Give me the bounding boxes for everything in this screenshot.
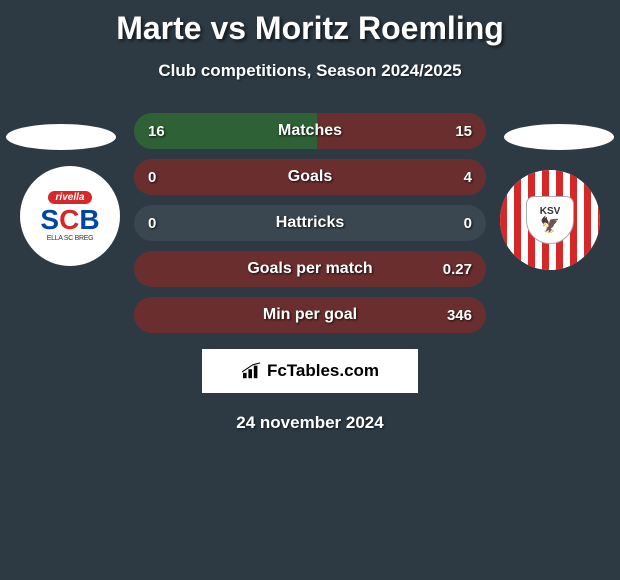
club-logo-left: rivella SCB ELLA SC BREG [20,166,120,266]
halo-left [6,124,116,150]
stat-value-right: 346 [447,307,472,324]
stat-label: Goals [288,168,332,186]
logo-left-main: SCB [40,206,99,234]
brand-box[interactable]: FcTables.com [202,349,418,393]
halo-right [504,124,614,150]
stat-label: Hattricks [276,214,344,232]
eagle-icon: 🦅 [540,218,560,234]
stat-label: Matches [278,122,342,140]
stat-row: 0 Goals 4 [134,159,486,195]
page-title: Marte vs Moritz Roemling [0,0,620,47]
logo-right-initials: KSV [540,207,561,217]
stat-value-left: 0 [148,169,156,186]
logo-left-topbadge: rivella [48,191,93,204]
date-text: 24 november 2024 [0,413,620,433]
stat-value-right: 0.27 [443,261,472,278]
stat-value-right: 15 [455,123,472,140]
stat-row: Min per goal 346 [134,297,486,333]
stat-value-left: 0 [148,215,156,232]
stat-value-left: 16 [148,123,165,140]
stat-value-right: 4 [464,169,472,186]
logo-right-shield: KSV 🦅 [526,196,574,244]
brand-text: FcTables.com [267,361,379,381]
stat-label: Goals per match [247,260,372,278]
page-subtitle: Club competitions, Season 2024/2025 [0,61,620,81]
stat-row: 16 Matches 15 [134,113,486,149]
stat-row: 0 Hattricks 0 [134,205,486,241]
stat-row: Goals per match 0.27 [134,251,486,287]
stat-value-right: 0 [464,215,472,232]
club-logo-right: KSV 🦅 [500,170,600,270]
bars-icon [241,362,263,380]
stat-label: Min per goal [263,306,357,324]
logo-left-sub: ELLA SC BREG [47,235,94,242]
